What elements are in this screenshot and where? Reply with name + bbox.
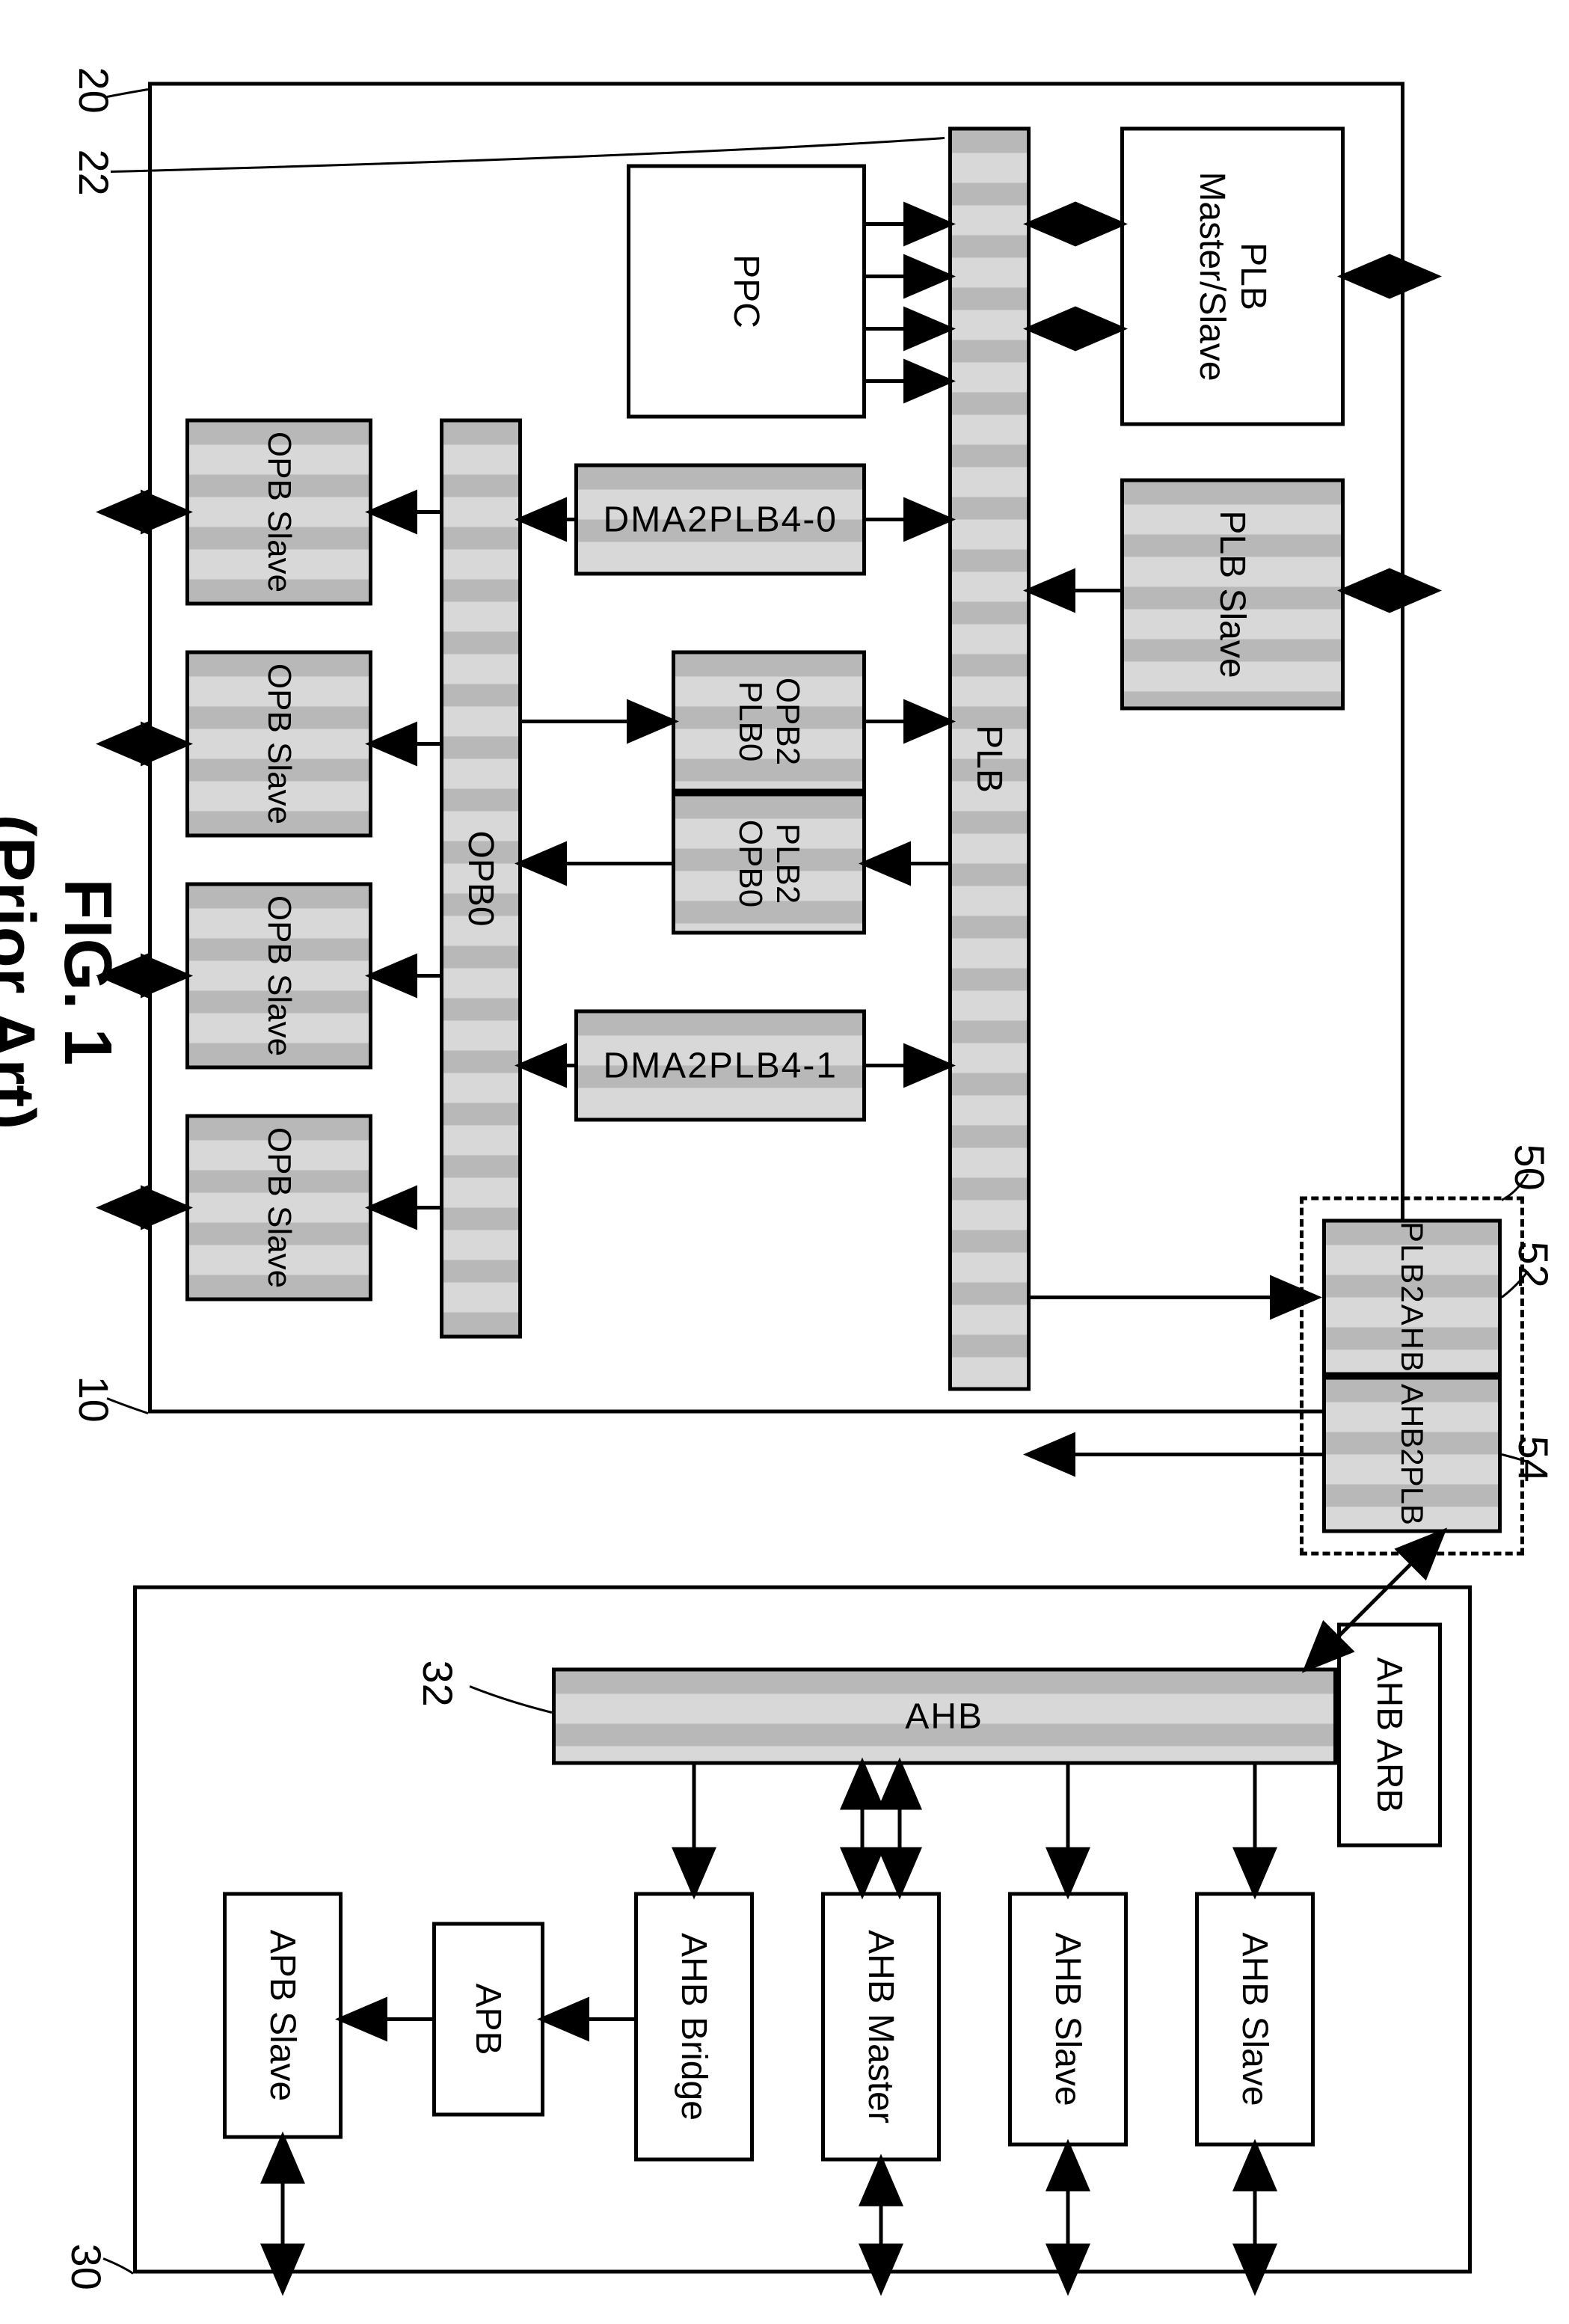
apb-box: APB [432,1922,544,2117]
ahb-bus-label: AHB [906,1696,984,1737]
ref-22: 22 [70,150,118,196]
ahb-arb-box: AHB ARB [1337,1623,1442,1848]
ahb2plb-label: AHB2PLB [1394,1384,1430,1525]
diagram-wrapper: PLB2AHB AHB2PLB PLB Master/Slave PLB Sla… [0,0,1569,2324]
ref-50: 50 [1505,1144,1554,1191]
ref-32: 32 [414,1661,462,1707]
ahb-arb-label: AHB ARB [1369,1657,1410,1812]
plb2ahb-box: PLB2AHB [1322,1219,1502,1376]
opb2plb-l1: OPB2 [769,678,806,765]
ref-20: 20 [70,67,118,114]
ahb2plb-box: AHB2PLB [1322,1376,1502,1533]
dma0-label: DMA2PLB4-0 [603,499,837,540]
plb-bus-bar: PLB [948,127,1031,1391]
opb2plb-box: OPB2 PLB0 [672,651,866,793]
ppc-label: PPC [726,254,767,328]
ref-54: 54 [1509,1436,1558,1483]
plb-slave-top-label: PLB Slave [1212,510,1253,678]
ahb-master-label: AHB Master [861,1930,902,2124]
dma0-box: DMA2PLB4-0 [574,464,866,576]
ahb-bridge-box: AHB Bridge [634,1892,754,2162]
opb-slave-1-label: OPB Slave [260,432,298,592]
opb0-bus-label: OPB0 [461,830,502,926]
opb-slave-4-label: OPB Slave [260,1127,298,1288]
ahb-slave-2: AHB Slave [1008,1892,1128,2147]
fig-caption-l1: FIG. 1 [49,711,126,1234]
ahb-bridge-label: AHB Bridge [674,1933,715,2121]
ahb-slave-2-label: AHB Slave [1048,1932,1089,2106]
plb-slave-top: PLB Slave [1120,479,1345,711]
plb2opb-box: PLB2 OPB0 [672,793,866,935]
plb-bus-bar-label: PLB [969,725,1010,793]
opb-slave-3-label: OPB Slave [260,895,298,1056]
opb-slave-4: OPB Slave [185,1115,372,1301]
plb2ahb-label: PLB2AHB [1394,1221,1430,1373]
plb2opb-l2: OPB0 [731,820,769,907]
fig-caption-l2: (Prior Art) [0,711,49,1234]
opb-slave-3: OPB Slave [185,883,372,1070]
ppc-box: PPC [627,165,866,419]
figure-caption: FIG. 1 (Prior Art) [0,711,126,1234]
ahb-slave-1: AHB Slave [1195,1892,1315,2147]
ahb-master-box: AHB Master [821,1892,941,2162]
apb-slave-box: APB Slave [223,1892,343,2139]
plb2opb-l1: PLB2 [769,824,806,904]
opb-slave-2-label: OPB Slave [260,663,298,824]
ahb-bus-bar: AHB [552,1668,1337,1765]
apb-label: APB [468,1983,509,2055]
dma1-box: DMA2PLB4-1 [574,1010,866,1122]
ref-10: 10 [70,1376,118,1423]
opb2plb-l2: PLB0 [731,681,769,762]
plb-masterslave: PLB Master/Slave [1120,127,1345,426]
plb-masterslave-l1: PLB [1232,242,1274,310]
opb-slave-2: OPB Slave [185,651,372,838]
ahb-slave-1-label: AHB Slave [1235,1932,1276,2106]
dma1-label: DMA2PLB4-1 [603,1045,837,1086]
opb0-bus-bar: OPB0 [440,419,522,1339]
plb-masterslave-l2: Master/Slave [1191,171,1232,381]
ref-52: 52 [1509,1242,1558,1288]
apb-slave-label: APB Slave [262,1930,304,2101]
ref-30: 30 [62,2244,111,2290]
opb-slave-1: OPB Slave [185,419,372,606]
